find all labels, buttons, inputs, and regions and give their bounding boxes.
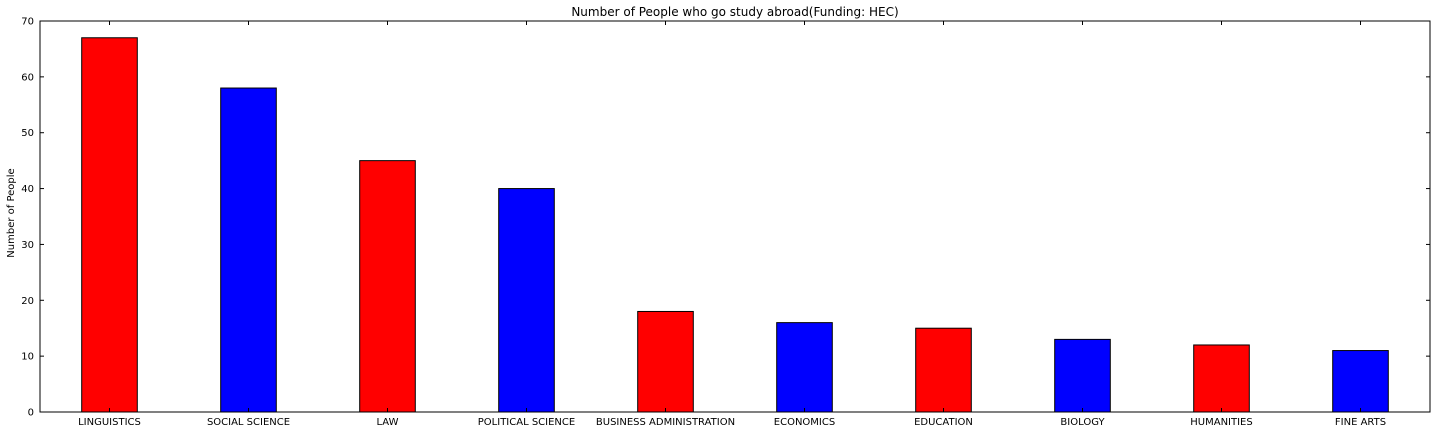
y-tick-label: 60 bbox=[21, 72, 34, 83]
y-tick-label: 0 bbox=[28, 408, 34, 419]
y-tick-label: 30 bbox=[21, 240, 34, 251]
chart-title: Number of People who go study abroad(Fun… bbox=[571, 5, 898, 19]
bar-political-science bbox=[498, 188, 555, 413]
y-tick-label: 20 bbox=[21, 296, 34, 307]
x-tick-label: FINE ARTS bbox=[1335, 417, 1386, 428]
bar-economics bbox=[776, 322, 833, 413]
x-tick-label: BIOLOGY bbox=[1060, 417, 1105, 428]
x-tick-label: SOCIAL SCIENCE bbox=[207, 417, 290, 428]
y-tick-label: 70 bbox=[21, 17, 34, 28]
x-tick-label: LAW bbox=[377, 417, 399, 428]
bar-social-science bbox=[220, 87, 277, 413]
bar-education bbox=[915, 327, 972, 413]
bar-linguistics bbox=[81, 37, 138, 413]
bars-group bbox=[81, 37, 1389, 413]
bar-law bbox=[359, 160, 416, 413]
y-tick-label: 40 bbox=[21, 184, 34, 195]
bar-business-administration bbox=[637, 310, 694, 413]
x-tick-label: LINGUISTICS bbox=[78, 417, 141, 428]
plot-area-frame bbox=[39, 20, 1431, 413]
y-tick-label: 10 bbox=[21, 352, 34, 363]
x-tick-label: HUMANITIES bbox=[1190, 417, 1252, 428]
x-tick-label: POLITICAL SCIENCE bbox=[478, 417, 575, 428]
bar-humanities bbox=[1193, 344, 1250, 413]
y-axis-label: Number of People bbox=[6, 168, 17, 257]
bar-biology bbox=[1054, 338, 1111, 413]
y-axis-ticks: 0 10 20 30 40 50 60 70 bbox=[21, 17, 1430, 419]
x-tick-label: ECONOMICS bbox=[774, 417, 835, 428]
x-tick-label: BUSINESS ADMINISTRATION bbox=[596, 417, 735, 428]
x-tick-label: EDUCATION bbox=[914, 417, 973, 428]
bar-fine-arts bbox=[1332, 350, 1389, 413]
y-tick-label: 50 bbox=[21, 128, 34, 139]
x-axis-ticks: LINGUISTICS SOCIAL SCIENCE LAW POLITICAL SC… bbox=[78, 21, 1386, 428]
